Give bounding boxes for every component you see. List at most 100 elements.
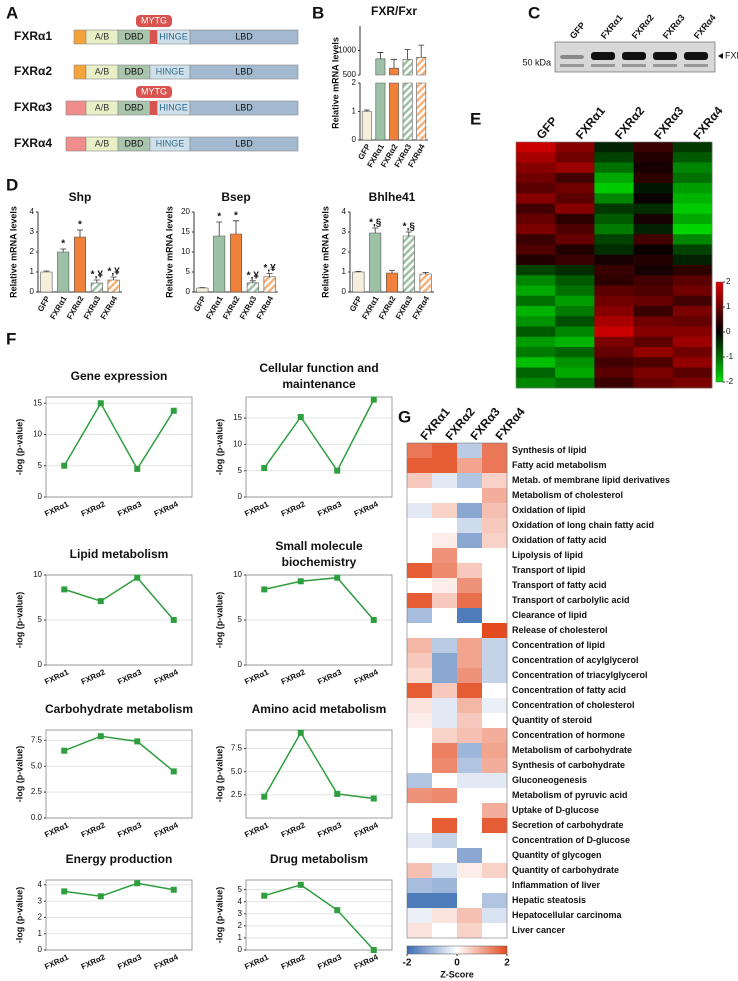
heat-cell	[457, 923, 483, 939]
heat-cell	[482, 623, 508, 639]
chart-title: Drug metabolism	[270, 852, 368, 866]
heat-cell	[633, 213, 674, 225]
row-label: Fatty acid metabolism	[512, 460, 607, 470]
row-label: Synthesis of lipid	[512, 445, 587, 455]
heat-cell	[457, 608, 483, 624]
heat-cell	[407, 923, 433, 939]
heat-cell	[457, 623, 483, 639]
row-label: Synthesis of carbohydrate	[512, 760, 625, 770]
isoform-name: FXRα4	[14, 136, 52, 150]
heat-cell	[555, 193, 595, 204]
significance: *,¥	[263, 263, 276, 274]
heat-cell	[516, 142, 556, 153]
heat-cell	[672, 224, 713, 235]
row-label: Concentration of acylglycerol	[512, 655, 639, 665]
x-tick-label: FXRα2	[80, 499, 107, 518]
heat-cell	[482, 728, 508, 744]
isoform-name: FXRα1	[14, 29, 52, 43]
heat-cell	[432, 623, 458, 639]
bar	[369, 232, 382, 293]
row-label: Gluconeogenesis	[512, 775, 587, 785]
heat-cell	[672, 367, 713, 379]
band-arrow	[718, 53, 723, 59]
heat-cell	[457, 488, 483, 504]
colorbar-tick-label: -2	[403, 958, 412, 969]
heat-cell	[432, 548, 458, 564]
heat-cell	[407, 638, 433, 654]
point	[170, 768, 177, 775]
heat-cell	[672, 316, 713, 327]
significance: *	[61, 239, 65, 250]
heat-cell	[432, 563, 458, 579]
y-tick-label: 0	[238, 492, 243, 501]
heat-cell	[407, 728, 433, 744]
title-line: biochemistry	[282, 555, 357, 569]
heat-cell	[407, 713, 433, 729]
point	[370, 795, 377, 802]
heat-cell	[633, 203, 674, 215]
heat-cell	[457, 593, 483, 609]
insert-label: MYTG	[141, 86, 167, 96]
point	[170, 886, 177, 893]
bar	[416, 57, 427, 141]
heat-cell	[672, 347, 713, 358]
band-label: FXR	[725, 50, 738, 60]
colorbar-tick-label: 2	[726, 277, 731, 286]
heat-cell	[482, 818, 508, 834]
heat-cell	[672, 326, 713, 338]
colorbar	[715, 281, 724, 383]
heat-cell	[407, 878, 433, 894]
heat-cell	[594, 326, 634, 338]
heat-cell	[482, 713, 508, 729]
y-tick-label: 15	[233, 413, 242, 422]
point	[61, 462, 68, 469]
x-tick-label: FXRα1	[43, 820, 70, 839]
y-tick-label: 2	[352, 78, 357, 87]
y-tick-label: 0	[186, 287, 191, 296]
x-tick-label: FXRα1	[43, 952, 70, 971]
heat-cell	[672, 295, 713, 307]
significance: *	[78, 220, 82, 231]
error-bar	[389, 270, 395, 273]
line	[64, 576, 175, 621]
heat-cell	[594, 285, 634, 297]
heat-cell	[516, 285, 556, 297]
point	[97, 893, 104, 900]
colorbar-tick-label: 0	[726, 327, 731, 336]
bar	[375, 58, 386, 141]
heat-cell	[633, 183, 674, 194]
heat-cell	[407, 548, 433, 564]
heat-cell	[432, 848, 458, 864]
y-tick-label: 15	[181, 227, 190, 236]
heat-cell	[516, 336, 556, 348]
point	[61, 747, 68, 754]
domain-label: DBD	[124, 66, 144, 76]
heat-cell	[482, 908, 508, 924]
heat-cell	[482, 653, 508, 669]
point	[61, 586, 68, 593]
y-tick-label: 5	[238, 466, 243, 475]
heat-cell	[407, 608, 433, 624]
point	[334, 790, 341, 797]
heat-cell	[407, 458, 433, 474]
heat-cell	[482, 548, 508, 564]
heat-cell	[407, 503, 433, 519]
heat-cell	[516, 254, 556, 266]
heat-cell	[633, 254, 674, 266]
heat-cell	[672, 285, 713, 297]
x-tick-label: FXRα3	[316, 499, 343, 518]
row-label: Concentration of lipid	[512, 640, 605, 650]
lane-label: FXRα1	[599, 13, 625, 41]
y-axis-label: -log (p-value)	[214, 592, 224, 649]
x-tick-label: GFP	[348, 294, 364, 313]
domain-label: DBD	[124, 31, 144, 41]
domain-label: DBD	[124, 102, 144, 112]
band-lower	[622, 64, 646, 67]
y-tick-label: 5.0	[31, 761, 43, 770]
x-tick-label: FXRα4	[99, 294, 120, 321]
heat-cell	[516, 347, 556, 358]
heat-cell	[457, 743, 483, 759]
heat-cell	[516, 244, 556, 256]
bar	[196, 287, 209, 293]
row-label: Release of cholesterol	[512, 625, 608, 635]
